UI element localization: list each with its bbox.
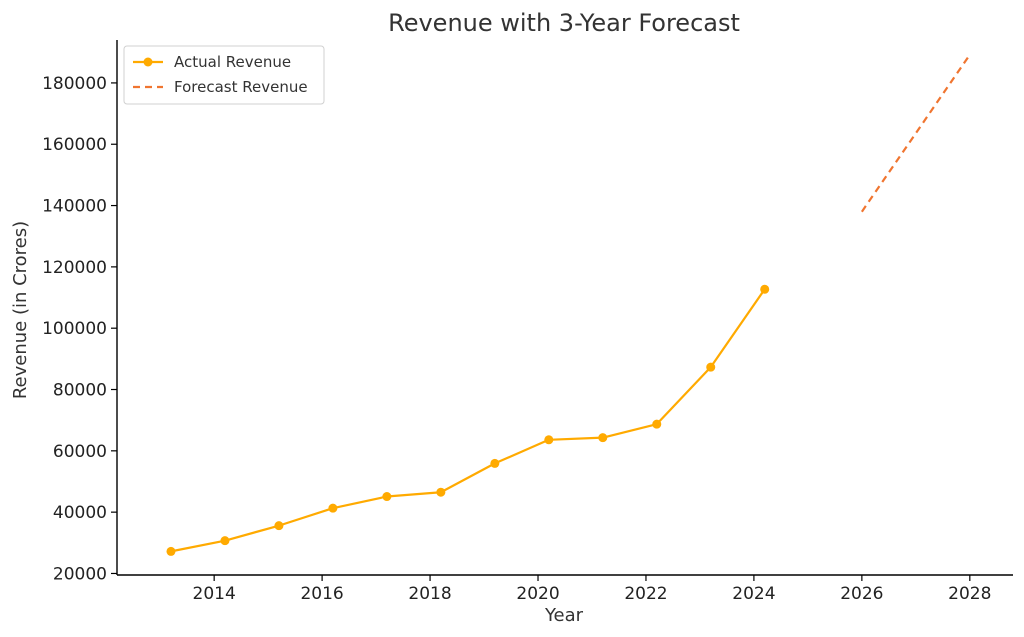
x-tick-label: 2020 [516, 584, 559, 604]
x-tick-label: 2026 [840, 584, 883, 604]
legend-label: Forecast Revenue [174, 78, 308, 96]
forecast-revenue-line [860, 54, 971, 213]
y-tick-label: 160000 [42, 135, 107, 155]
actual-revenue-point [436, 487, 446, 497]
x-tick-label: 2028 [948, 584, 991, 604]
actual-revenue-point [166, 546, 176, 556]
actual-revenue-point [274, 521, 284, 531]
x-axis-label: Year [544, 605, 584, 626]
y-tick-label: 180000 [42, 74, 107, 94]
legend-box [123, 45, 325, 105]
x-tick-label: 2022 [624, 584, 667, 604]
y-tick-label: 140000 [42, 197, 107, 217]
actual-revenue-point [544, 435, 554, 445]
y-tick-label: 80000 [53, 381, 107, 401]
y-tick-label: 120000 [42, 258, 107, 278]
axes: 2014 2016 2018 2020 2022 2024 2026 2028 20000 400… [42, 40, 1013, 604]
actual-revenue-point [706, 362, 716, 372]
chart-title: Revenue with 3-Year Forecast [388, 9, 740, 37]
actual-revenue-point [760, 284, 770, 294]
data-series [166, 54, 971, 556]
x-tick-label: 2024 [732, 584, 775, 604]
actual-revenue-point [382, 492, 392, 502]
actual-revenue-point [328, 503, 338, 513]
y-tick-label: 60000 [53, 442, 107, 462]
actual-revenue-line [169, 288, 766, 553]
y-tick-label: 20000 [53, 564, 107, 584]
y-tick-label: 100000 [42, 319, 107, 339]
legend: Actual Revenue Forecast Revenue [123, 45, 325, 105]
actual-revenue-point [220, 536, 230, 546]
legend-actual-marker [143, 57, 153, 67]
legend-label: Actual Revenue [174, 53, 291, 71]
x-tick-label: 2018 [408, 584, 451, 604]
x-tick-label: 2014 [193, 584, 236, 604]
y-axis-label: Revenue (in Crores) [10, 221, 31, 399]
y-tick-label: 40000 [53, 503, 107, 523]
actual-revenue-point [490, 458, 500, 468]
x-tick-label: 2016 [300, 584, 343, 604]
actual-revenue-point [598, 433, 608, 443]
actual-revenue-point [652, 419, 662, 429]
